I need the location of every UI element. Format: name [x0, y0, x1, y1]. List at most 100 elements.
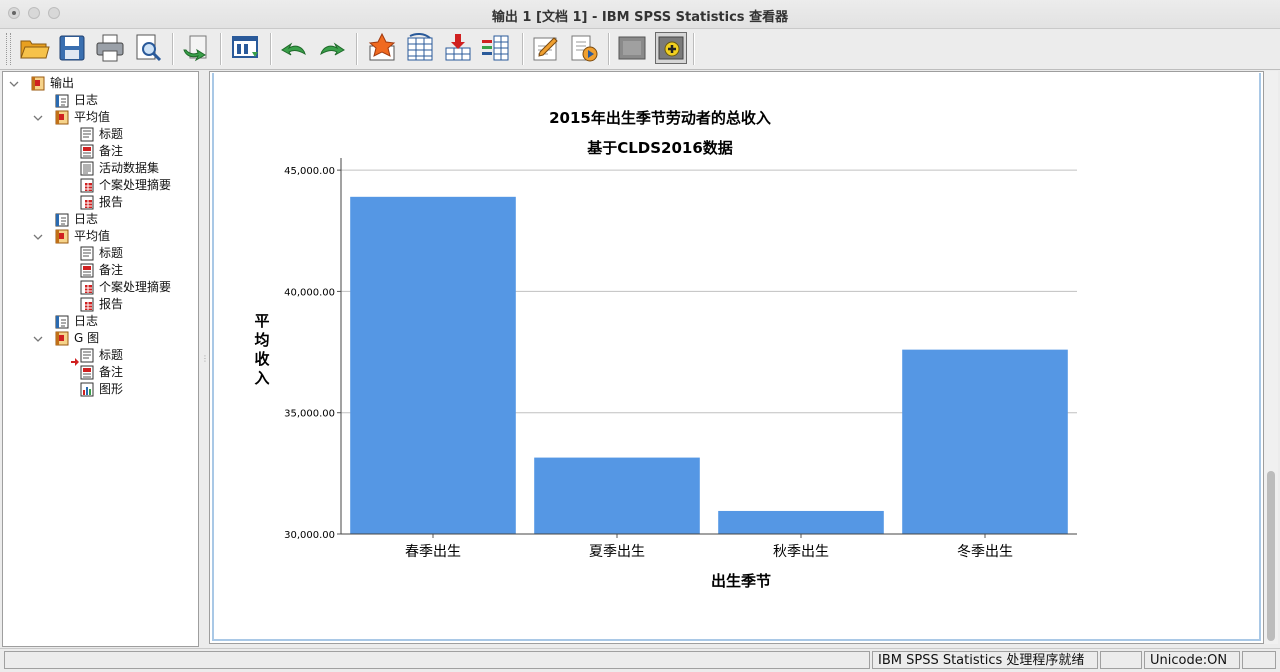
tree-item-label: 图形 [99, 382, 124, 396]
undo-button[interactable] [278, 32, 310, 64]
toolbar-separator [522, 33, 524, 65]
close-window-button[interactable] [8, 7, 20, 19]
chart-icon [80, 382, 94, 397]
run-script-button[interactable] [568, 32, 600, 64]
tree-item-label: 报告 [99, 297, 124, 311]
notes-icon [80, 263, 94, 278]
toolbar-separator [356, 33, 358, 65]
y-tick-labels: 30,000.00 35,000.00 40,000.00 45,000.00 [284, 166, 335, 541]
bar[interactable] [718, 510, 884, 534]
hide-button[interactable] [616, 32, 648, 64]
export-icon [183, 35, 207, 62]
goto-variable-button[interactable] [442, 32, 474, 64]
export-button[interactable] [180, 32, 212, 64]
zoom-window-button[interactable] [48, 7, 60, 19]
current-item-arrow-icon [71, 351, 79, 366]
title-bar: 输出 1 [文档 1] - IBM SPSS Statistics 查看器 [0, 0, 1280, 29]
variables-button[interactable] [480, 32, 512, 64]
tree-item-label: 输出 [50, 76, 75, 90]
toolbar-separator [172, 33, 174, 65]
tree-item-label: 备注 [99, 365, 124, 379]
log-icon [55, 314, 69, 329]
print-preview-icon [136, 34, 162, 62]
tree-item-label: 标题 [99, 246, 124, 260]
expand-toggle-icon[interactable] [9, 79, 19, 89]
redo-button[interactable] [316, 32, 348, 64]
y-tick-label: 30,000.00 [284, 530, 335, 541]
show-button[interactable] [655, 32, 687, 64]
bar[interactable] [350, 196, 516, 534]
goto-data-button[interactable] [366, 32, 398, 64]
tree-item-label: 标题 [99, 348, 124, 362]
output-book-icon [31, 76, 45, 91]
goto-variable-icon [445, 34, 471, 61]
status-bar: IBM SPSS Statistics 处理程序就绪 Unicode:ON [0, 648, 1280, 672]
chart-bars [350, 196, 1068, 534]
y-tick-label: 45,000.00 [284, 166, 335, 177]
chart-subtitle: 基于CLDS2016数据 [586, 139, 733, 157]
tree-item-label: 报告 [99, 195, 124, 209]
output-outline-tree[interactable]: 输出 日志 平均值 标题 备注 活动数据集 个案处理摘要 报告 日志 平均值 标题 备注 个案处理摘要报… [2, 71, 199, 647]
bar[interactable] [902, 349, 1068, 534]
unicode-status: Unicode:ON [1144, 651, 1240, 669]
table-icon [80, 297, 94, 312]
open-icon [20, 40, 50, 59]
undo-icon [281, 42, 306, 56]
open-button[interactable] [18, 32, 50, 64]
toolbar-grip[interactable] [6, 33, 11, 65]
recall-dialog-button[interactable] [230, 32, 262, 64]
goto-data-icon [368, 32, 396, 61]
save-icon [59, 35, 85, 61]
expand-toggle-icon[interactable] [33, 113, 43, 123]
redo-icon [320, 42, 345, 56]
y-tick-label: 40,000.00 [284, 287, 335, 298]
tree-item-label: 备注 [99, 144, 124, 158]
run-script-icon [571, 35, 598, 62]
status-cell-empty [1242, 651, 1276, 669]
tree-item-label: 个案处理摘要 [99, 280, 172, 294]
edit-icon [533, 37, 558, 61]
x-tick-label: 冬季出生 [957, 544, 1013, 560]
goto-case-icon [407, 32, 433, 61]
scroll-thumb[interactable] [1267, 471, 1275, 641]
hide-icon [618, 36, 646, 60]
toolbar-separator [270, 33, 272, 65]
toolbar [0, 29, 1280, 70]
toolbar-separator [220, 33, 222, 65]
chart-title: 2015年出生季节劳动者的总收入 [549, 109, 771, 127]
bar-chart[interactable]: 30,000.00 35,000.00 40,000.00 45,000.00 春季出… [210, 72, 1263, 643]
goto-case-button[interactable] [404, 32, 436, 64]
bar[interactable] [534, 457, 700, 534]
title-icon [80, 127, 94, 142]
tree-item-label: 活动数据集 [99, 161, 160, 175]
pane-splitter[interactable] [200, 71, 208, 647]
table-icon [80, 195, 94, 210]
x-tick-labels: 春季出生 夏季出生 秋季出生 冬季出生 [405, 544, 1013, 560]
table-icon [80, 280, 94, 295]
save-button[interactable] [56, 32, 88, 64]
toolbar-separator [608, 33, 610, 65]
recall-dialog-icon [232, 36, 258, 58]
splitter-handle-icon[interactable]: ⋮ [201, 354, 209, 363]
show-icon [658, 36, 684, 60]
print-button[interactable] [94, 32, 126, 64]
tree-item-label: 日志 [74, 212, 99, 226]
variables-icon [482, 35, 509, 61]
tree-item-label: 日志 [74, 314, 99, 328]
toolbar-separator [693, 33, 695, 65]
expand-toggle-icon[interactable] [33, 232, 43, 242]
table-icon [80, 178, 94, 193]
content-scrollbar[interactable] [1264, 71, 1278, 644]
print-preview-button[interactable] [132, 32, 164, 64]
minimize-window-button[interactable] [28, 7, 40, 19]
edit-button[interactable] [530, 32, 562, 64]
log-icon [55, 93, 69, 108]
expand-toggle-icon[interactable] [33, 334, 43, 344]
notes-icon [80, 365, 94, 380]
processor-status: IBM SPSS Statistics 处理程序就绪 [872, 651, 1098, 669]
tree-item-label: 日志 [74, 93, 99, 107]
output-content-pane[interactable]: 30,000.00 35,000.00 40,000.00 45,000.00 春季出… [209, 71, 1264, 644]
x-axis-title: 出生季节 [711, 572, 771, 590]
tree-item-label: 平均值 [74, 229, 111, 243]
notes-icon [80, 144, 94, 159]
